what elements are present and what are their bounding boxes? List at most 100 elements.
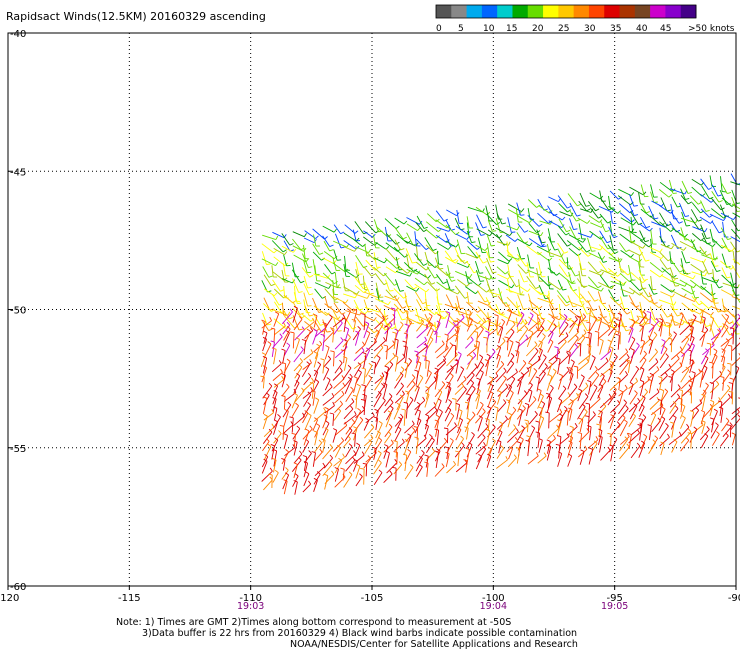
wind-barb-flag [656,388,660,393]
wind-barb-flag [308,480,312,485]
wind-barb-flag [359,416,364,421]
wind-barb [344,328,350,342]
wind-barb [599,275,610,288]
wind-barb-flag [320,358,325,361]
wind-barb [598,281,612,290]
wind-barb-flag [688,428,692,433]
wind-barb [670,349,683,360]
wind-barb [731,203,740,210]
wind-barb [293,441,298,456]
wind-barb [577,390,583,402]
wind-barb [294,329,305,341]
x-tick-label: -115 [118,593,141,604]
wind-barb [364,221,377,234]
wind-barb-flag [328,284,332,289]
wind-barb [383,442,394,453]
wind-barb [568,386,578,397]
wind-barb [699,429,710,441]
wind-barb-flag [455,326,460,329]
wind-barb-flag [317,361,321,365]
wind-barb-flag [671,293,675,298]
wind-barb [343,408,354,420]
wind-barb-flag [678,397,683,400]
wind-barb [444,233,452,247]
wind-barb [332,328,335,343]
wind-barb [569,226,577,240]
wind-barb-flag [585,336,590,339]
wind-barb [598,299,610,313]
wind-barb-flag [424,461,429,464]
wind-barb-flag [615,299,620,302]
colorbar-swatch [650,5,666,18]
wind-barb [598,305,604,318]
wind-barb [556,290,568,304]
wind-barb [628,434,632,450]
wind-barb-flag [626,359,631,362]
wind-barb [671,441,678,453]
wind-barb [394,356,399,372]
wind-barb [619,421,628,437]
wind-barb-flag [699,308,704,311]
wind-barb-flag [501,318,505,323]
wind-barb [709,318,715,332]
wind-barb [721,183,728,194]
wind-barb-flag [320,323,325,326]
wind-barb [344,316,353,330]
wind-barb-flag [381,382,385,387]
wind-barb [263,446,272,461]
wind-barb [639,314,647,325]
colorbar-swatch [573,5,590,18]
wind-barb-flag [377,450,382,454]
wind-barb-flag [512,406,517,411]
wind-barb [609,235,614,251]
wind-barb-flag [725,338,730,342]
wind-barb [271,293,280,306]
wind-barb-flag [444,446,449,449]
wind-barb [281,469,289,480]
wind-barb-flag [646,311,651,313]
wind-barb [456,438,464,450]
wind-barb-flag [415,287,420,292]
wind-barb [384,356,396,367]
wind-barb-flag [268,328,273,332]
wind-barb [566,411,569,426]
wind-barb [607,371,613,383]
y-tick-label: -40 [10,29,26,40]
wind-barb-flag [727,369,731,373]
wind-barb-flag [588,447,593,450]
wind-barb-flag [448,399,452,403]
wind-barb [587,237,592,252]
wind-barb [332,430,338,443]
wind-barb [628,401,641,413]
wind-barb [699,292,713,303]
wind-barb [322,429,329,443]
wind-barb [527,314,534,326]
wind-barb-flag [727,237,732,241]
wind-barb [558,324,569,338]
wind-barb [518,270,525,283]
wind-barb [465,286,476,295]
x-tick-label: -120 [0,593,19,604]
wind-barb [313,480,318,492]
wind-barb [465,460,468,473]
wind-barb [628,384,634,395]
wind-barb [568,323,576,334]
wind-barb [567,295,574,307]
wind-barb [364,244,368,256]
wind-barb [669,273,676,287]
wind-barb-flag [602,402,607,407]
wind-barb-flag [484,359,489,362]
wind-barb [659,251,669,262]
wind-barb [680,188,686,200]
wind-barb [549,304,555,318]
wind-barb [445,335,449,351]
wind-barb-flag [403,345,408,348]
wind-barb-flag [738,397,740,399]
wind-barb [354,221,365,235]
wind-barb-flag [407,433,412,437]
wind-barb [678,233,693,243]
wind-barb [272,231,285,239]
wind-barb-flag [305,438,309,443]
wind-barb [639,223,650,232]
wind-barb-flag [295,337,300,340]
